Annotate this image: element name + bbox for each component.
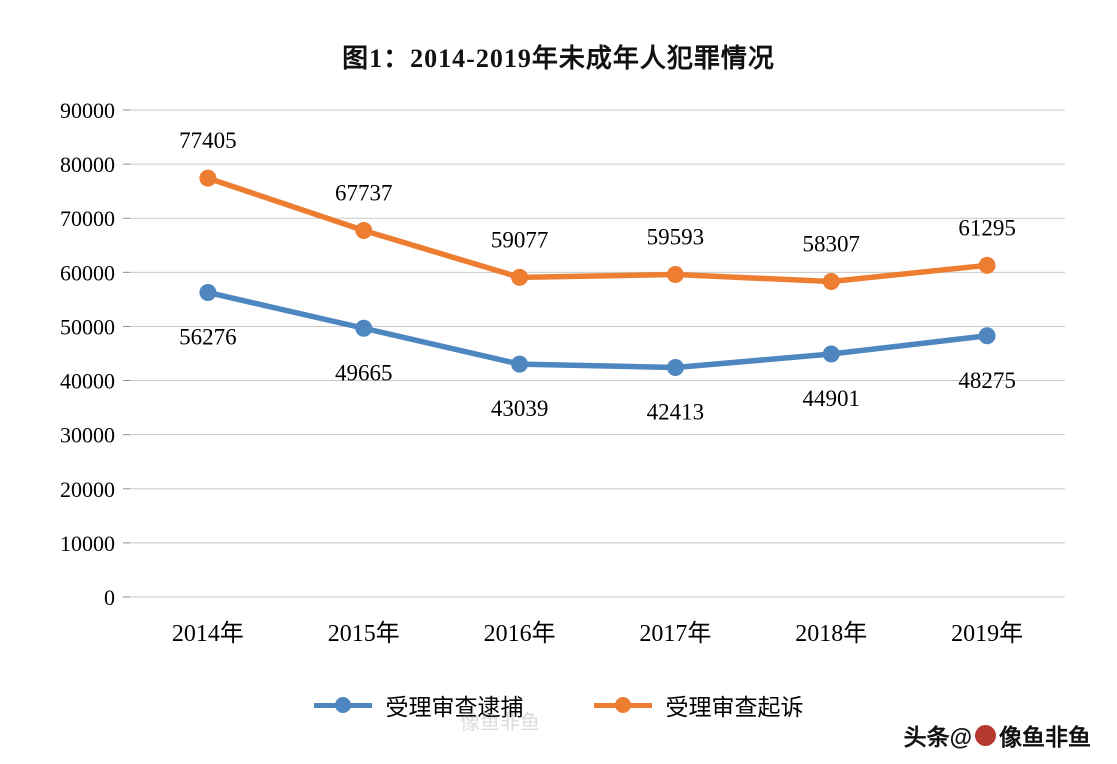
data-point bbox=[978, 327, 996, 345]
legend-item-arrest-review: 受理审查逮捕 bbox=[313, 688, 524, 722]
data-point bbox=[666, 358, 684, 376]
data-label: 59077 bbox=[491, 227, 549, 252]
series-line-1 bbox=[205, 175, 990, 285]
data-point bbox=[511, 355, 529, 373]
x-axis-label: 2018年 bbox=[795, 620, 867, 647]
legend-item-prosecution-review: 受理审查起诉 bbox=[593, 688, 804, 722]
data-point bbox=[822, 272, 840, 290]
chart-title: 图1：2014-2019年未成年人犯罪情况 bbox=[342, 44, 775, 73]
y-axis-label: 30000 bbox=[60, 423, 115, 448]
y-axis-label: 80000 bbox=[60, 152, 115, 177]
x-axis-label: 2014年 bbox=[172, 620, 244, 647]
y-axis-label: 10000 bbox=[60, 531, 115, 556]
data-label: 61295 bbox=[958, 215, 1016, 240]
data-label: 58307 bbox=[803, 231, 861, 256]
legend-label-arrest-review: 受理审查逮捕 bbox=[385, 695, 524, 720]
data-label: 44901 bbox=[803, 386, 861, 411]
data-point bbox=[511, 268, 529, 286]
data-label: 56276 bbox=[179, 324, 237, 349]
y-axis-label: 90000 bbox=[60, 98, 115, 123]
x-axis-label: 2015年 bbox=[328, 620, 400, 647]
y-axis-label: 70000 bbox=[60, 206, 115, 231]
data-label: 49665 bbox=[335, 360, 393, 385]
y-axis-label: 40000 bbox=[60, 369, 115, 394]
data-point bbox=[355, 221, 373, 239]
data-label: 67737 bbox=[335, 180, 393, 205]
data-point bbox=[666, 266, 684, 284]
watermark-suffix: 像鱼非鱼 bbox=[999, 724, 1091, 750]
y-axis-label: 0 bbox=[104, 585, 115, 610]
x-axis-label: 2019年 bbox=[951, 620, 1023, 647]
chart-legend: 受理审查逮捕 受理审查起诉 bbox=[0, 688, 1117, 722]
y-axis-label: 20000 bbox=[60, 477, 115, 502]
data-label: 42413 bbox=[647, 399, 705, 424]
watermark-prefix: 头条@ bbox=[903, 724, 972, 750]
series-line-0 bbox=[205, 289, 990, 371]
y-axis-label: 60000 bbox=[60, 260, 115, 285]
fish-logo-icon bbox=[975, 724, 996, 746]
toutiao-watermark: 头条@ 像鱼非鱼 bbox=[904, 718, 1091, 752]
legend-dot-icon bbox=[614, 697, 631, 713]
data-point bbox=[199, 169, 217, 187]
data-label: 77405 bbox=[179, 128, 237, 153]
data-label: 43039 bbox=[491, 396, 549, 421]
data-point bbox=[355, 319, 373, 337]
legend-dot-icon bbox=[334, 697, 351, 713]
legend-line-icon bbox=[313, 697, 372, 713]
legend-label-prosecution-review: 受理审查起诉 bbox=[665, 695, 804, 720]
data-point bbox=[199, 283, 217, 301]
x-axis-label: 2017年 bbox=[639, 620, 711, 647]
data-point bbox=[822, 345, 840, 363]
y-axis-label: 50000 bbox=[60, 314, 115, 339]
legend-line-icon bbox=[593, 697, 652, 713]
x-axis-label: 2016年 bbox=[484, 620, 556, 647]
data-point bbox=[978, 256, 996, 274]
data-label: 59593 bbox=[647, 225, 705, 250]
data-label: 48275 bbox=[958, 368, 1016, 393]
